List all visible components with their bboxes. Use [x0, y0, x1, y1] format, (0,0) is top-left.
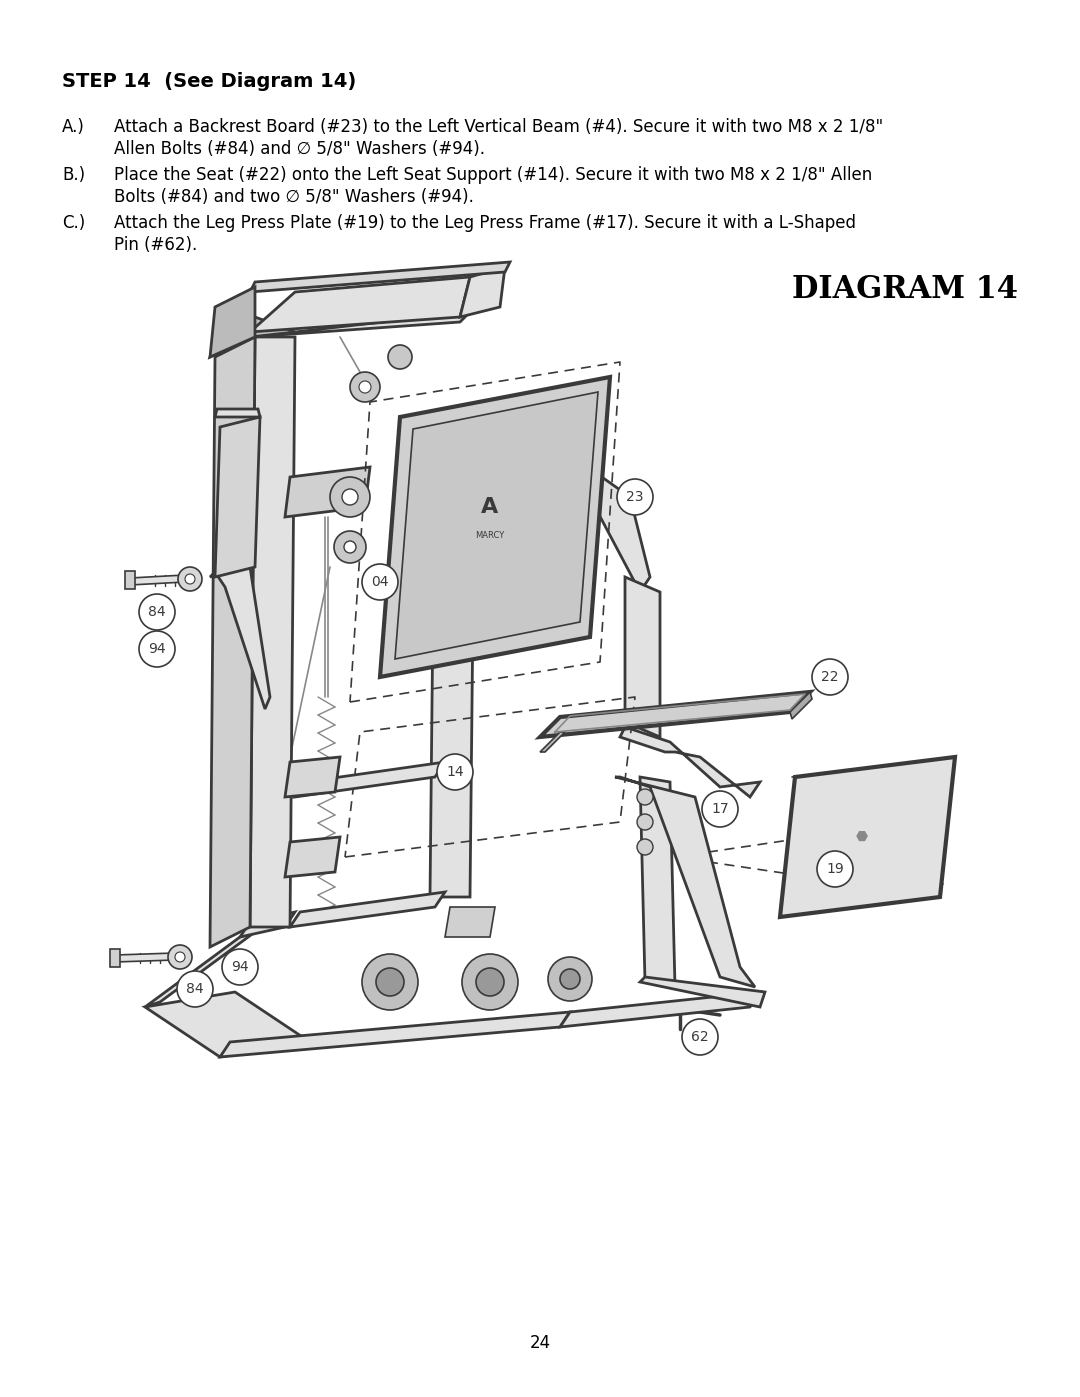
Text: C.): C.) — [62, 214, 85, 232]
Polygon shape — [125, 571, 135, 590]
Circle shape — [637, 840, 653, 855]
Text: 04: 04 — [372, 576, 389, 590]
Circle shape — [177, 971, 213, 1007]
Circle shape — [437, 754, 473, 789]
Text: 94: 94 — [231, 960, 248, 974]
Circle shape — [637, 789, 653, 805]
Circle shape — [462, 954, 518, 1010]
Text: 23: 23 — [626, 490, 644, 504]
Polygon shape — [249, 277, 470, 332]
Polygon shape — [285, 757, 340, 798]
Polygon shape — [380, 377, 610, 678]
Polygon shape — [395, 393, 598, 659]
Circle shape — [359, 381, 372, 393]
Polygon shape — [145, 992, 310, 1058]
Circle shape — [222, 949, 258, 985]
Polygon shape — [210, 317, 295, 358]
Polygon shape — [210, 286, 255, 358]
Text: DIAGRAM 14: DIAGRAM 14 — [792, 274, 1018, 305]
Text: 62: 62 — [691, 1030, 708, 1044]
Polygon shape — [430, 416, 475, 897]
Circle shape — [548, 957, 592, 1002]
Text: STEP 14  (See Diagram 14): STEP 14 (See Diagram 14) — [62, 73, 356, 91]
Text: 19: 19 — [826, 862, 843, 876]
Text: 17: 17 — [712, 802, 729, 816]
Circle shape — [139, 631, 175, 666]
Text: A.): A.) — [62, 117, 85, 136]
Circle shape — [476, 968, 504, 996]
Polygon shape — [295, 761, 445, 798]
Text: Place the Seat (#22) onto the Left Seat Support (#14). Secure it with two M8 x 2: Place the Seat (#22) onto the Left Seat … — [114, 166, 873, 184]
Circle shape — [617, 479, 653, 515]
Text: 24: 24 — [529, 1334, 551, 1352]
Text: A: A — [482, 497, 499, 517]
Circle shape — [342, 489, 357, 504]
Text: Bolts (#84) and two ∅ 5/8" Washers (#94).: Bolts (#84) and two ∅ 5/8" Washers (#94)… — [114, 189, 474, 205]
Polygon shape — [249, 263, 510, 292]
Circle shape — [637, 814, 653, 830]
Circle shape — [178, 567, 202, 591]
Circle shape — [334, 531, 366, 563]
Text: 84: 84 — [186, 982, 204, 996]
Polygon shape — [249, 312, 470, 337]
Text: Attach a Backrest Board (#23) to the Left Vertical Beam (#4). Secure it with two: Attach a Backrest Board (#23) to the Lef… — [114, 117, 883, 136]
Circle shape — [812, 659, 848, 694]
Polygon shape — [145, 932, 255, 1007]
Circle shape — [561, 970, 580, 989]
Polygon shape — [460, 267, 505, 317]
Polygon shape — [540, 692, 810, 738]
Circle shape — [185, 574, 195, 584]
Polygon shape — [240, 912, 295, 937]
Polygon shape — [130, 576, 185, 585]
Text: 94: 94 — [148, 643, 166, 657]
Polygon shape — [445, 907, 495, 937]
Circle shape — [350, 372, 380, 402]
Circle shape — [362, 564, 399, 599]
Circle shape — [376, 968, 404, 996]
Circle shape — [702, 791, 738, 827]
Circle shape — [362, 954, 418, 1010]
Text: Attach the Leg Press Plate (#19) to the Leg Press Frame (#17). Secure it with a : Attach the Leg Press Plate (#19) to the … — [114, 214, 856, 232]
Text: B.): B.) — [62, 166, 85, 184]
Circle shape — [168, 944, 192, 970]
Polygon shape — [110, 949, 120, 967]
Circle shape — [388, 345, 411, 369]
Polygon shape — [620, 726, 760, 798]
Polygon shape — [220, 1011, 570, 1058]
Circle shape — [816, 851, 853, 887]
Circle shape — [330, 476, 370, 517]
Polygon shape — [285, 467, 370, 517]
Polygon shape — [210, 337, 255, 947]
Polygon shape — [114, 953, 175, 963]
Polygon shape — [540, 732, 565, 752]
Polygon shape — [615, 777, 755, 988]
Text: ⬣: ⬣ — [856, 830, 868, 844]
Text: MARCY: MARCY — [475, 531, 504, 539]
Text: 84: 84 — [148, 605, 166, 619]
Polygon shape — [640, 777, 675, 988]
Circle shape — [139, 594, 175, 630]
Polygon shape — [249, 337, 295, 928]
Circle shape — [175, 951, 185, 963]
Text: Pin (#62).: Pin (#62). — [114, 236, 198, 254]
Polygon shape — [285, 837, 340, 877]
Polygon shape — [470, 412, 650, 592]
Polygon shape — [625, 577, 660, 738]
Polygon shape — [210, 567, 270, 710]
Polygon shape — [561, 992, 760, 1027]
Circle shape — [345, 541, 356, 553]
Circle shape — [681, 1018, 718, 1055]
Polygon shape — [780, 757, 955, 916]
Polygon shape — [215, 409, 260, 416]
Polygon shape — [640, 977, 765, 1007]
Text: Allen Bolts (#84) and ∅ 5/8" Washers (#94).: Allen Bolts (#84) and ∅ 5/8" Washers (#9… — [114, 140, 485, 158]
Polygon shape — [291, 893, 445, 928]
Text: 22: 22 — [821, 671, 839, 685]
Text: 14: 14 — [446, 766, 463, 780]
Polygon shape — [789, 692, 812, 719]
Polygon shape — [215, 416, 260, 577]
